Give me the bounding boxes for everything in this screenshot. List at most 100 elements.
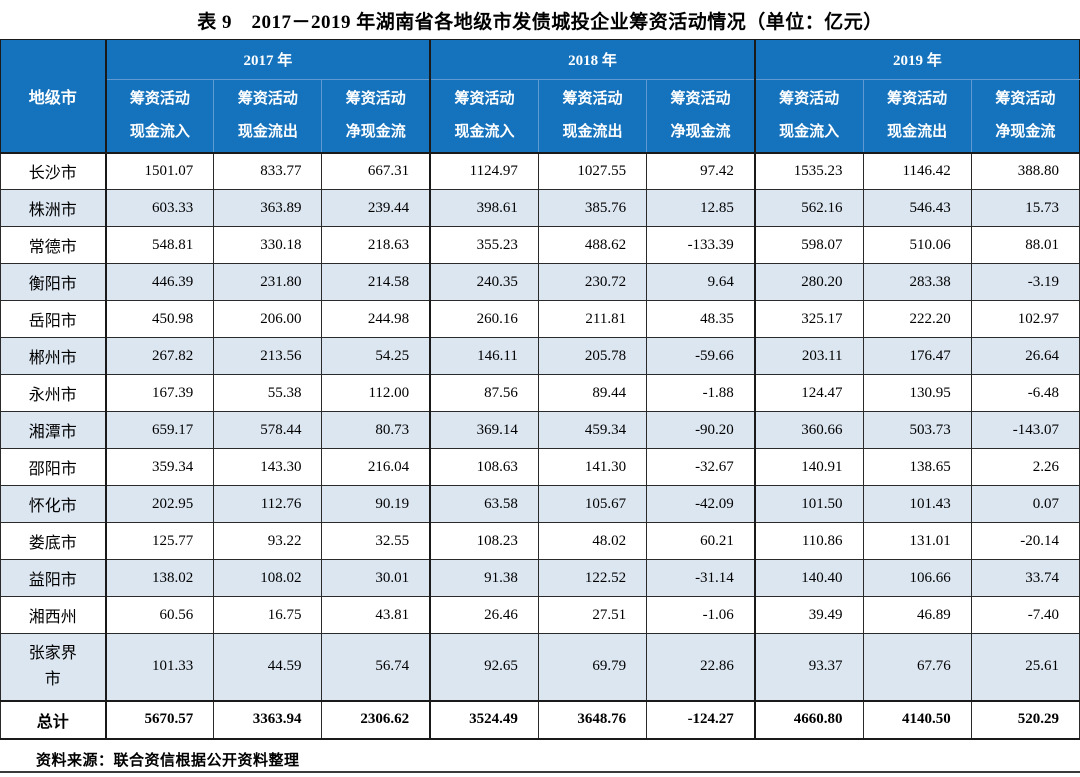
column-header-y1-c3: 筹资活动 净现金流 xyxy=(321,79,431,154)
value-cell: 603.33 xyxy=(104,189,215,227)
value-cell: 205.78 xyxy=(537,337,648,375)
column-header-y1-c1: 筹资活动 现金流入 xyxy=(104,79,214,154)
table-row: 永州市 167.39 55.38 112.00 87.56 89.44 -1.88 124.4… xyxy=(0,374,1080,412)
value-cell: 0.07 xyxy=(970,485,1080,523)
value-cell: 520.29 xyxy=(970,699,1080,740)
value-cell: 140.40 xyxy=(753,559,864,597)
year-header-row: 地级市 2017 年 2018 年 2019 年 xyxy=(0,39,1080,154)
city-name-text: 总计 xyxy=(36,713,69,731)
value-cell: 2.26 xyxy=(970,448,1080,486)
column-header-city: 地级市 xyxy=(0,39,107,154)
value-cell: 93.22 xyxy=(213,522,323,560)
source-note: 资料来源：联合资信根据公开资料整理 xyxy=(36,752,300,769)
city-name: 怀化市 xyxy=(0,485,106,523)
value-cell: 97.42 xyxy=(646,152,756,190)
city-name-text: 郴州市 xyxy=(28,350,77,367)
value-cell: 106.66 xyxy=(862,559,972,597)
value-cell: 89.44 xyxy=(537,374,648,412)
value-cell: 140.91 xyxy=(753,448,864,486)
value-cell: 39.49 xyxy=(753,596,864,634)
value-cell: 548.81 xyxy=(104,226,215,264)
column-header-line1: 筹资活动 xyxy=(237,90,298,107)
value-cell: 214.58 xyxy=(321,263,431,301)
value-cell: 110.86 xyxy=(753,522,864,560)
value-cell: 43.81 xyxy=(321,596,431,634)
year-group-2018: 2018 年 xyxy=(429,39,755,80)
column-header-y3-c1: 筹资活动 现金流入 xyxy=(753,79,864,154)
value-cell: -1.88 xyxy=(646,374,756,412)
value-cell: -7.40 xyxy=(970,596,1080,634)
city-name-text: 岳阳市 xyxy=(28,313,77,330)
city-name: 长沙市 xyxy=(0,152,106,190)
value-cell: 1027.55 xyxy=(537,152,648,190)
value-cell: 203.11 xyxy=(753,337,864,375)
city-name-text: 益阳市 xyxy=(28,572,77,589)
value-cell: 176.47 xyxy=(862,337,972,375)
value-cell: 330.18 xyxy=(213,226,323,264)
value-cell: 4660.80 xyxy=(753,699,864,740)
value-cell: 63.58 xyxy=(429,485,539,523)
value-cell: 87.56 xyxy=(429,374,539,412)
column-header-line1: 筹资活动 xyxy=(454,90,515,107)
table-row: 常德市 548.81 330.18 218.63 355.23 488.62 -133.39… xyxy=(0,226,1080,264)
value-cell: 667.31 xyxy=(321,152,431,190)
value-cell: 280.20 xyxy=(753,263,864,301)
city-name: 岳阳市 xyxy=(0,300,106,338)
value-cell: 33.74 xyxy=(970,559,1080,597)
column-header-line2: 净现金流 xyxy=(670,123,731,140)
column-header-line2: 现金流出 xyxy=(887,123,948,140)
value-cell: 101.33 xyxy=(104,633,215,701)
total-label: 总计 xyxy=(0,699,106,740)
value-cell: 218.63 xyxy=(321,226,431,264)
city-name: 常德市 xyxy=(0,226,106,264)
table-row: 郴州市 267.82 213.56 54.25 146.11 205.78 -59.66 20… xyxy=(0,337,1080,375)
sub-header-row: 筹资活动 现金流入 筹资活动 现金流出 筹资活动 净现金流 筹资活动 现金流入 筹资活动 现金流出… xyxy=(1,79,1080,154)
value-cell: 3524.49 xyxy=(429,699,539,740)
value-cell: 244.98 xyxy=(321,300,431,338)
value-cell: 240.35 xyxy=(429,263,539,301)
value-cell: 1124.97 xyxy=(429,152,539,190)
city-name: 株洲市 xyxy=(0,189,106,227)
value-cell: 16.75 xyxy=(213,596,323,634)
column-header-line1: 筹资活动 xyxy=(562,90,623,107)
value-cell: 206.00 xyxy=(213,300,323,338)
value-cell: 222.20 xyxy=(862,300,972,338)
value-cell: 44.59 xyxy=(213,633,323,701)
value-cell: 122.52 xyxy=(537,559,648,597)
value-cell: 167.39 xyxy=(104,374,215,412)
table-row: 邵阳市 359.34 143.30 216.04 108.63 141.30 -32.67 1… xyxy=(0,448,1080,486)
value-cell: 9.64 xyxy=(646,263,756,301)
year-group-2019: 2019 年 xyxy=(753,39,1080,80)
city-name-text: 长沙市 xyxy=(28,165,77,183)
value-cell: 12.85 xyxy=(646,189,756,227)
table-row: 益阳市 138.02 108.02 30.01 91.38 122.52 -31.14 140… xyxy=(0,559,1080,597)
value-cell: 141.30 xyxy=(537,448,648,486)
value-cell: 67.76 xyxy=(862,633,972,701)
city-name-text: 湘西州 xyxy=(28,609,77,626)
year-group-2017: 2017 年 xyxy=(104,39,431,80)
table-row: 湘西州 60.56 16.75 43.81 26.46 27.51 -1.06 39.49 46… xyxy=(0,596,1080,634)
column-header-line1: 筹资活动 xyxy=(779,90,840,107)
value-cell: 54.25 xyxy=(321,337,431,375)
city-name-text: 娄底市 xyxy=(28,535,77,552)
value-cell: -143.07 xyxy=(970,411,1080,449)
value-cell: 459.34 xyxy=(537,411,648,449)
value-cell: -32.67 xyxy=(646,448,756,486)
value-cell: 260.16 xyxy=(429,300,539,338)
value-cell: 101.50 xyxy=(753,485,864,523)
column-header-y2-c1: 筹资活动 现金流入 xyxy=(429,79,539,154)
value-cell: 105.67 xyxy=(537,485,648,523)
value-cell: 446.39 xyxy=(104,263,215,301)
city-name-text: 怀化市 xyxy=(28,498,77,515)
city-name: 益阳市 xyxy=(0,559,106,597)
value-cell: 48.35 xyxy=(646,300,756,338)
value-cell: 125.77 xyxy=(104,522,215,560)
city-name: 娄底市 xyxy=(0,522,106,560)
value-cell: 146.11 xyxy=(429,337,539,375)
value-cell: 385.76 xyxy=(537,189,648,227)
value-cell: 216.04 xyxy=(321,448,431,486)
value-cell: 1501.07 xyxy=(104,152,215,190)
value-cell: 388.80 xyxy=(970,152,1080,190)
city-name-text: 张家界市 xyxy=(28,645,77,688)
